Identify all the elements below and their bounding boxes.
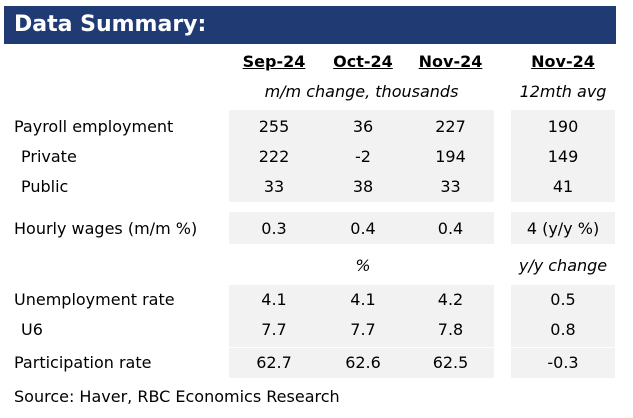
u6-sep: 7.7 bbox=[261, 320, 287, 339]
u6-oct: 7.7 bbox=[350, 320, 376, 339]
wages-nov: 0.4 bbox=[437, 219, 464, 238]
public-oct: 38 bbox=[352, 177, 374, 196]
private-oct: -2 bbox=[355, 147, 371, 166]
participation-yy: -0.3 bbox=[547, 353, 579, 372]
subheader-12mth-avg: 12mth avg bbox=[519, 82, 607, 101]
row-label-unemployment: Unemployment rate bbox=[14, 290, 175, 309]
block-employment-values bbox=[229, 110, 494, 202]
header-nov-24-avg: Nov-24 bbox=[531, 52, 595, 71]
row-label-private: Private bbox=[21, 147, 77, 166]
unemployment-nov: 4.2 bbox=[437, 290, 464, 309]
private-nov: 194 bbox=[435, 147, 466, 166]
wages-yy: 4 (y/y %) bbox=[526, 219, 600, 238]
payroll-sep: 255 bbox=[258, 117, 290, 136]
payroll-oct: 36 bbox=[352, 117, 374, 136]
wages-sep: 0.3 bbox=[261, 219, 287, 238]
row-label-payroll: Payroll employment bbox=[14, 117, 174, 136]
payroll-nov: 227 bbox=[435, 117, 466, 136]
row-label-u6: U6 bbox=[21, 320, 43, 339]
row-label-participation: Participation rate bbox=[14, 353, 152, 372]
header-sep-24: Sep-24 bbox=[242, 52, 306, 71]
private-avg: 149 bbox=[547, 147, 579, 166]
subheader-percent: % bbox=[355, 256, 371, 275]
block-participation-values bbox=[229, 348, 494, 378]
public-nov: 33 bbox=[440, 177, 461, 196]
u6-yy: 0.8 bbox=[550, 320, 576, 339]
unemployment-yy: 0.5 bbox=[550, 290, 576, 309]
header-nov-24: Nov-24 bbox=[418, 52, 483, 71]
subheader-mm-change: m/m change, thousands bbox=[264, 82, 459, 101]
block-participation-avg bbox=[511, 348, 615, 378]
unemployment-oct: 4.1 bbox=[350, 290, 376, 309]
unemployment-sep: 4.1 bbox=[261, 290, 287, 309]
row-label-wages: Hourly wages (m/m %) bbox=[14, 219, 198, 238]
block-rates-values bbox=[229, 285, 494, 347]
block-wages-values bbox=[229, 212, 494, 244]
public-sep: 33 bbox=[263, 177, 285, 196]
block-wages-avg bbox=[511, 212, 615, 244]
public-avg: 41 bbox=[552, 177, 574, 196]
row-label-public: Public bbox=[21, 177, 69, 196]
block-rates-avg bbox=[511, 285, 615, 347]
u6-nov: 7.8 bbox=[437, 320, 464, 339]
table-title: Data Summary: bbox=[4, 6, 616, 44]
header-oct-24: Oct-24 bbox=[333, 52, 393, 71]
wages-oct: 0.4 bbox=[350, 219, 376, 238]
participation-oct: 62.6 bbox=[345, 353, 381, 372]
participation-nov: 62.5 bbox=[432, 353, 469, 372]
private-sep: 222 bbox=[258, 147, 290, 166]
source-note: Source: Haver, RBC Economics Research bbox=[14, 387, 340, 406]
block-employment-avg bbox=[511, 110, 615, 202]
payroll-avg: 190 bbox=[547, 117, 579, 136]
participation-sep: 62.7 bbox=[256, 353, 292, 372]
subheader-yy-change: y/y change bbox=[518, 256, 608, 275]
